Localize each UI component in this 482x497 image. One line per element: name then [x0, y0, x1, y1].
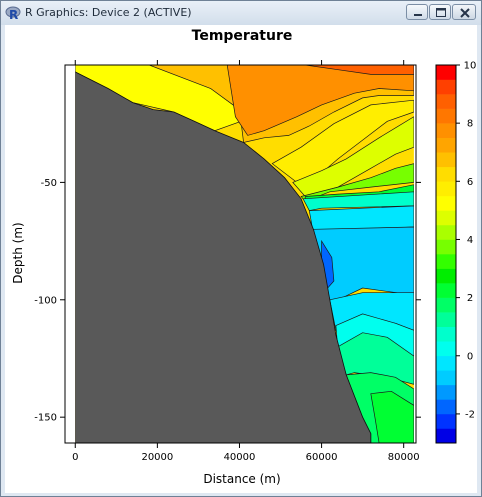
- colorbar-band: [436, 79, 456, 95]
- colorbar-band: [436, 355, 456, 371]
- colorbar-band: [436, 195, 456, 211]
- x-tick-label: 20000: [141, 452, 173, 463]
- colorbar-band: [436, 108, 456, 124]
- colorbar-frame: [435, 64, 457, 444]
- colorbar-tick-label: 8: [467, 119, 473, 130]
- x-axis-label: Distance (m): [203, 472, 280, 486]
- colorbar-band: [436, 268, 456, 284]
- contour-region-2: [226, 65, 414, 136]
- plot-frame: [64, 64, 417, 444]
- colorbar-band: [436, 137, 456, 153]
- colorbar-band: [436, 94, 456, 109]
- contour-region-8: [302, 191, 414, 211]
- colorbar-band: [436, 181, 456, 197]
- y-tick-label: -150: [34, 413, 57, 424]
- y-tick-label: -100: [34, 295, 57, 306]
- window-title: R Graphics: Device 2 (ACTIVE): [25, 6, 192, 19]
- title-bar[interactable]: R R Graphics: Device 2 (ACTIVE): [1, 1, 481, 25]
- colorbar-band: [436, 428, 456, 444]
- colorbar-band: [436, 370, 456, 386]
- colorbar-tick-label: 2: [467, 293, 473, 304]
- colorbar: -2 0 2 4 6 8 10: [435, 61, 477, 444]
- close-icon: [460, 8, 470, 18]
- minimize-button[interactable]: [406, 4, 428, 20]
- colorbar-band: [436, 297, 456, 313]
- x-tick-label: 60000: [306, 452, 338, 463]
- colorbar-tick-label: 10: [464, 61, 477, 72]
- contour-plot-area: [75, 65, 414, 443]
- close-button[interactable]: [452, 4, 476, 20]
- colorbar-tick-label: 6: [467, 177, 473, 188]
- colorbar-band: [436, 239, 456, 255]
- contour-fill: [75, 65, 414, 443]
- r-logo-icon: R: [5, 6, 21, 21]
- temperature-chart: Temperature Distance (m) Depth (m) 0 2000…: [11, 28, 477, 486]
- colorbar-band: [436, 384, 456, 400]
- colorbar-band: [436, 312, 456, 327]
- chart-title: Temperature: [192, 28, 293, 44]
- svg-text:R: R: [9, 8, 18, 21]
- seafloor-bathymetry: [75, 71, 372, 443]
- colorbar-band: [436, 341, 456, 357]
- contour-region-3: [305, 65, 414, 75]
- colorbar-band: [436, 413, 456, 429]
- colorbar-band: [436, 254, 456, 269]
- colorbar-band: [436, 283, 456, 298]
- colorbar-tick-label: -2: [465, 409, 475, 420]
- colorbar-band: [436, 224, 456, 240]
- y-tick-label: -50: [41, 178, 57, 189]
- plot-canvas: Temperature Distance (m) Depth (m) 0 2000…: [5, 25, 477, 493]
- maximize-icon: [436, 8, 446, 17]
- x-tick-label: 0: [72, 452, 78, 463]
- colorbar-band: [436, 123, 456, 138]
- colorbar-band: [436, 399, 456, 415]
- colorbar-tick-label: 0: [467, 351, 473, 362]
- colorbar-band: [436, 152, 456, 168]
- x-tick-label: 40000: [224, 452, 256, 463]
- x-tick-label: 80000: [388, 452, 420, 463]
- contour-region-16: [370, 390, 414, 443]
- colorbar-band: [436, 210, 456, 226]
- minimize-icon: [414, 14, 422, 16]
- contour-region-14: [337, 332, 414, 385]
- axes: 0 20000 40000 60000 80000 -50 -100 -150: [34, 60, 421, 463]
- colorbar-band: [436, 65, 456, 80]
- colorbar-tick-label: 4: [467, 235, 473, 246]
- colorbar-band: [436, 166, 456, 182]
- y-axis-label: Depth (m): [11, 222, 25, 283]
- colorbar-band: [436, 326, 456, 342]
- maximize-button[interactable]: [429, 4, 451, 20]
